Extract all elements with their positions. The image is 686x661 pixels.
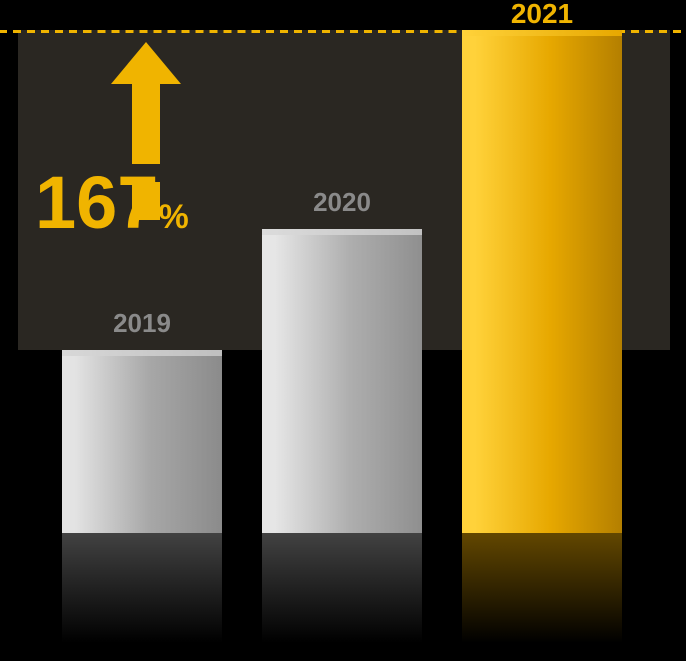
chart-stage: 201920202021 167% bbox=[0, 0, 686, 661]
bar-label: 2020 bbox=[262, 187, 422, 218]
growth-suffix: % bbox=[158, 198, 188, 236]
bar-body bbox=[62, 356, 222, 533]
bar-2019: 2019 bbox=[62, 350, 222, 533]
arrow-head bbox=[111, 42, 181, 84]
bar-reflection bbox=[62, 533, 222, 643]
bar-reflection bbox=[262, 533, 422, 643]
bar-reflection bbox=[462, 533, 622, 643]
bar-2020: 2020 bbox=[262, 229, 422, 533]
bar-body bbox=[462, 36, 622, 533]
arrow-shaft bbox=[132, 84, 160, 164]
bar-2021: 2021 bbox=[462, 30, 622, 533]
growth-value: 167 bbox=[35, 161, 158, 244]
bar-label: 2019 bbox=[62, 308, 222, 339]
bar-label: 2021 bbox=[462, 0, 622, 30]
growth-percentage: 167% bbox=[35, 160, 189, 245]
bar-body bbox=[262, 235, 422, 533]
